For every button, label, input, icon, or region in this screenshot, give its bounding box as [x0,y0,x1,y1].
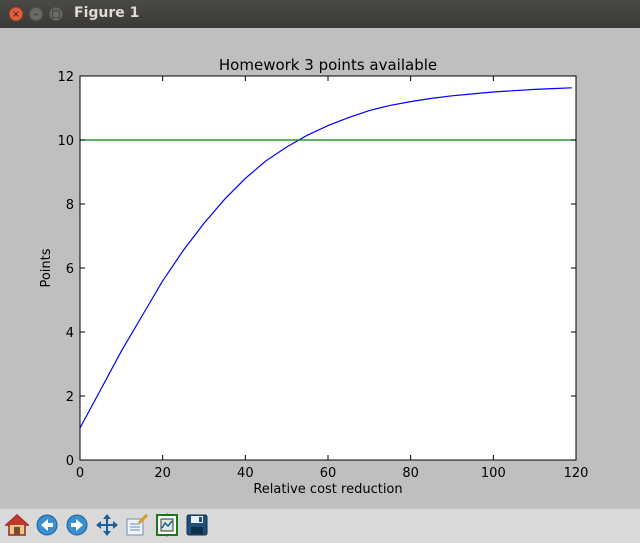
chart-title: Homework 3 points available [219,56,437,74]
save-icon [186,514,208,536]
line-chart: 0 20 40 60 80 100 120 0 2 4 6 8 10 12 Homework 3 poin… [39,56,589,497]
series-line-0 [79,87,572,429]
y-tick-label: 2 [66,390,74,405]
zoom-rect-button[interactable] [124,512,150,538]
home-icon [5,513,29,536]
y-tick-label: 6 [66,262,74,277]
zoom-rect-icon [126,513,149,536]
x-axis-label: Relative cost reduction [253,482,402,497]
x-tick-label: 100 [481,466,506,481]
close-window-button[interactable]: × [9,7,23,21]
y-tick-label: 4 [66,326,74,341]
home-button[interactable] [4,512,30,538]
configure-subplots-button[interactable] [154,512,180,538]
pan-button[interactable] [94,512,120,538]
navigation-toolbar [0,508,640,543]
x-tick-label: 0 [76,466,84,481]
forward-arrow-icon [66,514,88,536]
x-tick-label: 60 [320,466,337,481]
minimize-window-button[interactable]: – [29,7,43,21]
forward-button[interactable] [64,512,90,538]
window-title: Figure 1 [74,5,140,21]
save-button[interactable] [184,512,210,538]
pan-icon [96,514,118,536]
back-arrow-icon [36,514,58,536]
plot-area [80,76,576,460]
window-titlebar: × – □ Figure 1 [0,0,640,28]
y-tick-label: 10 [57,134,74,149]
y-tick-label: 12 [57,70,74,85]
y-axis-label: Points [39,248,54,287]
x-tick-label: 120 [564,466,589,481]
x-tick-label: 40 [237,466,254,481]
x-tick-label: 80 [402,466,419,481]
x-tick-label: 20 [154,466,171,481]
maximize-window-button[interactable]: □ [49,7,63,21]
figure-canvas: 0 20 40 60 80 100 120 0 2 4 6 8 10 12 Homework 3 poin… [0,28,640,508]
configure-subplots-icon [156,513,178,537]
y-tick-label: 8 [66,198,74,213]
back-button[interactable] [34,512,60,538]
y-tick-label: 0 [66,454,74,469]
